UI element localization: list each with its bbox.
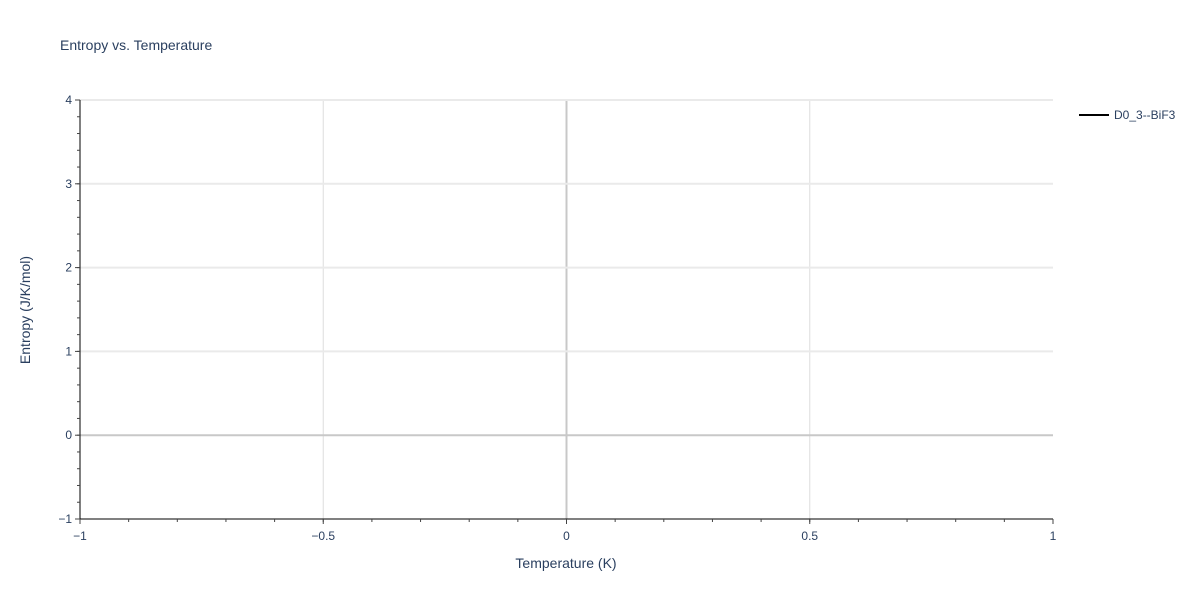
y-tick-label: 0: [65, 428, 72, 442]
x-axis-ticks: −1 −0.5 0 0.5 1: [73, 519, 1057, 543]
x-tick-label: 0.5: [801, 529, 818, 543]
grid: [80, 99, 1053, 519]
legend-item-label[interactable]: D0_3--BiF3: [1114, 108, 1176, 122]
x-axis-label: Temperature (K): [515, 555, 616, 571]
y-tick-label: 1: [65, 344, 72, 358]
x-tick-label: 1: [1050, 529, 1057, 543]
x-tick-label: −1: [73, 529, 87, 543]
y-axis-label: Entropy (J/K/mol): [17, 256, 33, 364]
x-tick-label: −0.5: [311, 529, 335, 543]
chart-title: Entropy vs. Temperature: [60, 37, 212, 53]
y-axis-ticks: −1 0 1 2 3 4: [58, 93, 80, 526]
y-tick-label: 3: [65, 177, 72, 191]
x-tick-label: 0: [563, 529, 570, 543]
y-tick-label: 2: [65, 261, 72, 275]
legend[interactable]: D0_3--BiF3: [1079, 108, 1176, 122]
y-tick-label: 4: [65, 93, 72, 107]
y-tick-label: −1: [58, 512, 72, 526]
